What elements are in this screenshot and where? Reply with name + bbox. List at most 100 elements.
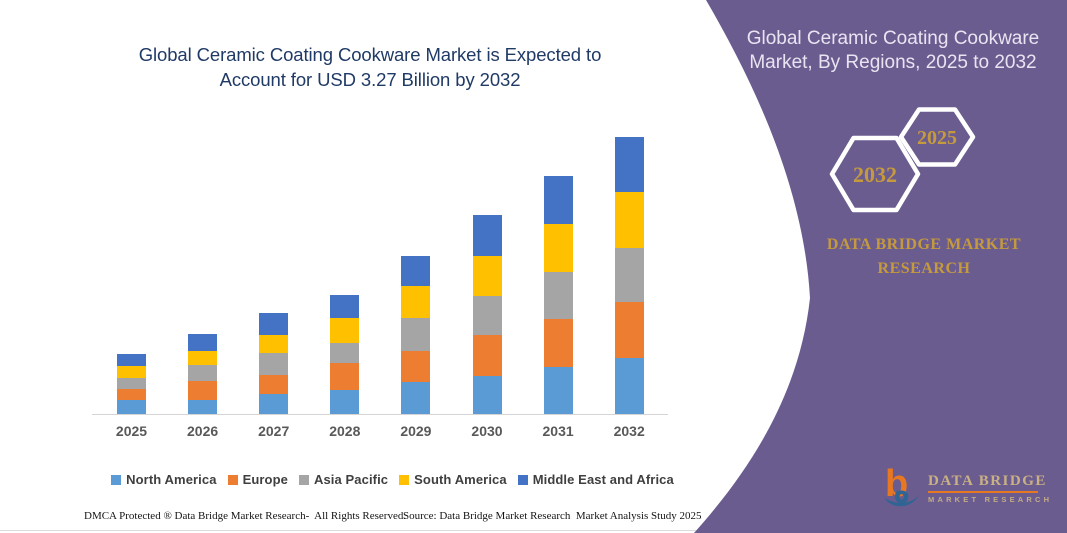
- segment-middle-east-and-africa-2028: [330, 294, 360, 318]
- segment-middle-east-and-africa-2032: [614, 137, 644, 193]
- x-axis-label-2028: 2028: [329, 423, 361, 439]
- hexagon-2032-label: 2032: [853, 162, 897, 187]
- logo-text: DATA BRIDGE MARKET RESEARCH: [928, 463, 1052, 504]
- chart-title-line1: Global Ceramic Coating Cookware Market i…: [138, 44, 602, 65]
- segment-asia-pacific-2032: [614, 248, 644, 303]
- segment-south-america-2031: [543, 223, 573, 272]
- data-bridge-logo: b DATA BRIDGE MARKET RESEARCH: [882, 463, 1052, 511]
- segment-south-america-2029: [401, 286, 431, 319]
- legend-swatch-north-america: [111, 474, 122, 485]
- segment-north-america-2025: [117, 400, 146, 414]
- logo-underline: [928, 491, 1038, 493]
- bar-2027: [259, 313, 289, 414]
- logo-subtitle: MARKET RESEARCH: [928, 495, 1053, 504]
- segment-europe-2027: [259, 375, 289, 394]
- x-axis-labels: 2025 2026 2027 2028 2029 2030 2031 2032: [95, 423, 662, 443]
- segment-europe-2026: [188, 381, 218, 400]
- segment-south-america-2027: [259, 334, 289, 354]
- logo-b-glyph: b: [885, 463, 908, 505]
- legend-label-north-america: North America: [126, 472, 217, 487]
- segment-europe-2028: [330, 363, 360, 391]
- x-axis-label-2025: 2025: [115, 423, 148, 439]
- segment-middle-east-and-africa-2030: [472, 214, 502, 256]
- segment-north-america-2032: [614, 358, 644, 414]
- segment-south-america-2032: [614, 192, 644, 249]
- data-bridge-logo-icon: b: [884, 463, 920, 507]
- segment-asia-pacific-2029: [401, 318, 431, 352]
- segment-asia-pacific-2030: [472, 296, 502, 336]
- legend-label-asia-pacific: Asia Pacific: [313, 472, 389, 487]
- segment-europe-2030: [472, 335, 502, 376]
- hexagon-2025-badge: 2025: [898, 107, 976, 167]
- bar-2025: [117, 353, 146, 414]
- brand-heading: DATA BRIDGE MARKET RESEARCH: [826, 236, 1022, 277]
- x-axis-line: [92, 413, 668, 415]
- source-note: Source: Data Bridge Market Research Mark…: [403, 510, 702, 522]
- legend-label-middle-east-and-africa: Middle East and Africa: [532, 472, 674, 487]
- hexagon-2025-label: 2025: [917, 127, 957, 149]
- segment-asia-pacific-2027: [259, 353, 289, 376]
- panel-title-line2: Market, By Regions, 2025 to 2032: [749, 52, 1037, 73]
- legend-label-europe: Europe: [242, 472, 288, 487]
- segment-north-america-2027: [259, 393, 289, 414]
- legend-item-north-america: North America: [111, 472, 216, 487]
- legend-item-europe: Europe: [227, 472, 288, 487]
- chart-title-line2: Account for USD 3.27 Billion by 2032: [219, 69, 521, 90]
- legend-item-middle-east-and-africa: Middle East and Africa: [517, 472, 674, 487]
- segment-north-america-2031: [543, 366, 573, 414]
- legend-item-south-america: South America: [399, 472, 507, 487]
- logo-title: DATA BRIDGE: [928, 473, 1047, 489]
- segment-south-america-2026: [188, 351, 218, 365]
- segment-south-america-2028: [330, 317, 360, 343]
- segment-middle-east-and-africa-2029: [401, 255, 431, 287]
- x-axis-label-2030: 2030: [471, 423, 503, 439]
- panel-title-line1: Global Ceramic Coating Cookware: [746, 28, 1040, 49]
- segment-north-america-2026: [188, 399, 218, 414]
- segment-europe-2025: [117, 389, 146, 401]
- segment-middle-east-and-africa-2025: [117, 353, 146, 366]
- bar-2028: [330, 294, 360, 414]
- hexagon-2032-outline: [829, 135, 921, 213]
- hexagon-2032-badge: 2032: [829, 135, 921, 213]
- x-axis-label-2031: 2031: [542, 423, 574, 439]
- segment-north-america-2030: [472, 375, 502, 414]
- bar-2029: [401, 255, 431, 414]
- segment-south-america-2025: [117, 365, 146, 378]
- segment-asia-pacific-2026: [188, 364, 218, 382]
- legend-swatch-asia-pacific: [298, 474, 309, 485]
- bar-2026: [188, 333, 218, 414]
- segment-asia-pacific-2031: [543, 271, 573, 320]
- segment-europe-2031: [543, 319, 573, 367]
- bar-2031: [543, 176, 573, 414]
- segment-asia-pacific-2025: [117, 377, 146, 390]
- segment-middle-east-and-africa-2031: [543, 176, 573, 224]
- legend-swatch-europe: [227, 474, 238, 485]
- bar-2032: [614, 137, 644, 414]
- purple-panel-shape: [694, 0, 1067, 533]
- legend-label-south-america: South America: [414, 472, 507, 487]
- bar-2030: [472, 214, 502, 414]
- logo-swoosh: [884, 493, 920, 507]
- legend-swatch-south-america: [399, 474, 410, 485]
- x-axis-label-2029: 2029: [400, 423, 432, 439]
- segment-north-america-2029: [401, 381, 431, 414]
- logo-d-glyph: [895, 490, 909, 504]
- segment-south-america-2030: [472, 255, 502, 297]
- segment-europe-2032: [614, 302, 644, 359]
- segment-asia-pacific-2028: [330, 342, 360, 364]
- stacked-bar-chart: [92, 120, 668, 415]
- chart-title: Global Ceramic Coating Cookware Market i…: [60, 42, 680, 92]
- segment-middle-east-and-africa-2027: [259, 313, 289, 335]
- hexagon-2025-outline: [898, 107, 976, 167]
- legend-swatch-middle-east-and-africa: [517, 474, 528, 485]
- dmca-notice: DMCA Protected ® Data Bridge Market Rese…: [84, 510, 407, 522]
- bottom-divider-line: [0, 530, 1067, 531]
- x-axis-label-2027: 2027: [258, 423, 290, 439]
- segment-europe-2029: [401, 351, 431, 382]
- chart-legend: North America Europe Asia Pacific South Ame…: [100, 472, 685, 487]
- legend-item-asia-pacific: Asia Pacific: [298, 472, 389, 487]
- x-axis-label-2026: 2026: [187, 423, 219, 439]
- segment-middle-east-and-africa-2026: [188, 333, 218, 352]
